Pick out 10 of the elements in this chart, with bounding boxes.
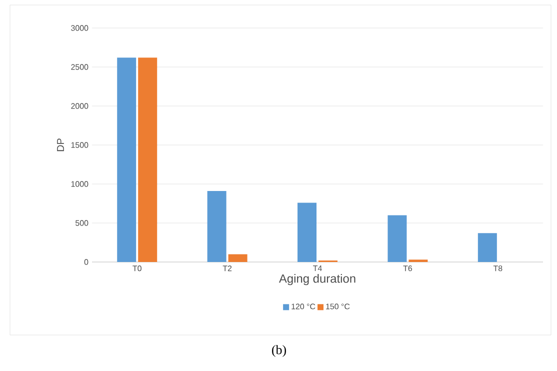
text: (b) xyxy=(272,345,286,357)
bar xyxy=(138,58,158,262)
y-axis-title: DP xyxy=(57,138,64,152)
bar xyxy=(117,58,136,262)
x-axis-title: Aging duration xyxy=(278,274,356,286)
bar xyxy=(207,191,226,262)
bar xyxy=(228,254,248,262)
bar xyxy=(478,233,497,262)
bar xyxy=(388,215,407,262)
bar xyxy=(298,202,317,262)
